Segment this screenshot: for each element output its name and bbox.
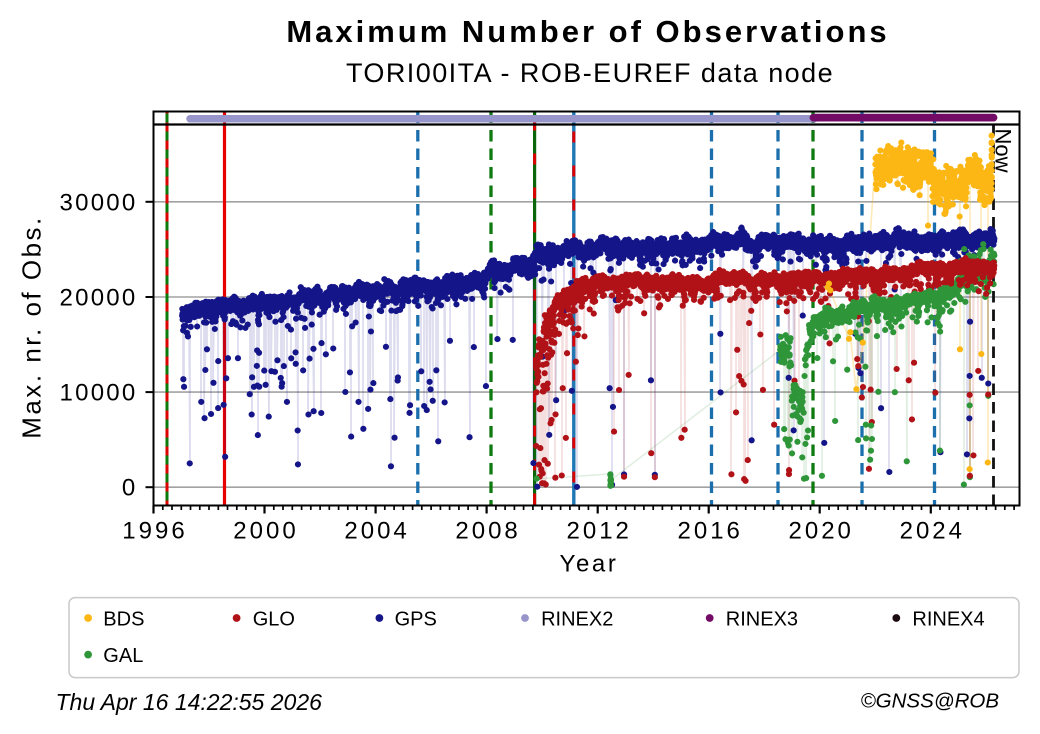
svg-text:RINEX3: RINEX3 <box>726 608 798 630</box>
svg-text:Max. nr. of Obs.: Max. nr. of Obs. <box>17 215 47 439</box>
svg-text:GAL: GAL <box>103 645 143 667</box>
svg-text:30000: 30000 <box>60 189 138 216</box>
svg-text:0: 0 <box>122 475 138 502</box>
svg-text:©GNSS@ROB: ©GNSS@ROB <box>861 690 999 713</box>
svg-text:2024: 2024 <box>900 518 965 545</box>
svg-text:2020: 2020 <box>789 518 854 545</box>
svg-text:10000: 10000 <box>60 380 138 407</box>
svg-text:GLO: GLO <box>253 608 295 630</box>
svg-text:1996: 1996 <box>122 518 187 545</box>
svg-text:2000: 2000 <box>233 518 298 545</box>
svg-text:GPS: GPS <box>395 608 437 630</box>
svg-text:Thu Apr 16 14:22:55 2026: Thu Apr 16 14:22:55 2026 <box>56 689 323 715</box>
svg-text:Maximum Number of Observations: Maximum Number of Observations <box>286 14 889 49</box>
svg-text:2008: 2008 <box>455 518 520 545</box>
svg-text:20000: 20000 <box>60 285 138 312</box>
svg-text:2012: 2012 <box>567 518 632 545</box>
svg-text:RINEX4: RINEX4 <box>912 608 984 630</box>
svg-text:TORI00ITA - ROB-EUREF data nod: TORI00ITA - ROB-EUREF data node <box>346 58 834 88</box>
svg-text:Year: Year <box>560 551 619 578</box>
svg-text:RINEX2: RINEX2 <box>541 608 613 630</box>
svg-text:BDS: BDS <box>103 608 144 630</box>
svg-text:2016: 2016 <box>678 518 743 545</box>
svg-text:2004: 2004 <box>344 518 409 545</box>
svg-text:Now: Now <box>991 129 1016 173</box>
